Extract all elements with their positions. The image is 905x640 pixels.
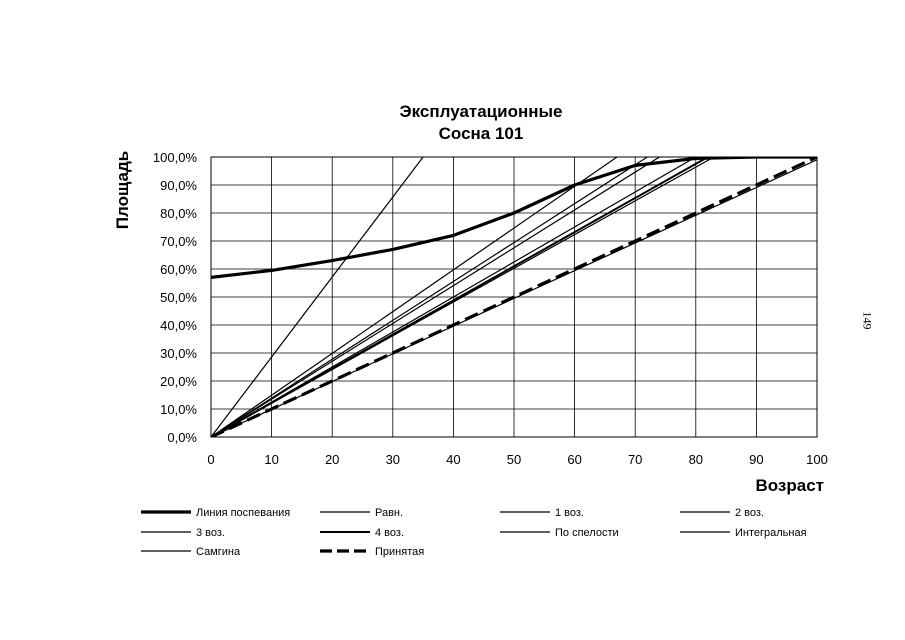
y-tick-label: 80,0% <box>160 206 197 221</box>
legend-label: Принятая <box>375 546 424 558</box>
x-tick-label: 0 <box>207 452 214 467</box>
tick-labels: 0 10 20 30 40 50 60 70 80 90 100 0,0% 10,0% 20,0% 30,0… <box>153 150 828 467</box>
y-tick-label: 70,0% <box>160 234 197 249</box>
series-line <box>211 157 424 437</box>
legend-item: 4 воз. <box>320 527 404 539</box>
x-tick-label: 30 <box>386 452 400 467</box>
x-tick-label: 60 <box>567 452 581 467</box>
x-tick-label: 90 <box>749 452 763 467</box>
y-tick-label: 90,0% <box>160 178 197 193</box>
x-tick-label: 50 <box>507 452 521 467</box>
legend-item: По спелости <box>500 527 619 539</box>
legend-label: По спелости <box>555 527 619 539</box>
y-tick-label: 50,0% <box>160 290 197 305</box>
y-tick-label: 100,0% <box>153 150 198 165</box>
y-tick-label: 30,0% <box>160 346 197 361</box>
x-tick-label: 40 <box>446 452 460 467</box>
legend-label: Линия поспевания <box>196 507 290 519</box>
legend-item: Равн. <box>320 507 403 519</box>
y-tick-label: 20,0% <box>160 374 197 389</box>
legend-item: Самгина <box>141 546 241 558</box>
y-tick-label: 60,0% <box>160 262 197 277</box>
legend-item: Линия поспевания <box>141 507 290 519</box>
page-number: 149 <box>860 311 875 330</box>
series-line <box>211 157 715 437</box>
x-tick-label: 100 <box>806 452 828 467</box>
chart-title: Эксплуатационные <box>400 102 563 121</box>
plot-frame <box>210 156 818 438</box>
legend-label: 4 воз. <box>375 527 404 539</box>
legend-label: 2 воз. <box>735 507 764 519</box>
chart-subtitle: Сосна 101 <box>439 124 524 143</box>
x-tick-label: 20 <box>325 452 339 467</box>
legend-item: Интегральная <box>680 527 807 539</box>
series-line <box>211 157 660 437</box>
y-axis-title: Площадь <box>113 151 132 229</box>
legend-item: Принятая <box>320 546 424 558</box>
legend-label: Самгина <box>196 546 241 558</box>
x-axis-title: Возраст <box>755 476 824 495</box>
legend-label: 1 воз. <box>555 507 584 519</box>
legend-item: 1 воз. <box>500 507 584 519</box>
legend-item: 3 воз. <box>141 527 225 539</box>
series-line <box>211 157 618 437</box>
legend-label: 3 воз. <box>196 527 225 539</box>
legend-item: 2 воз. <box>680 507 764 519</box>
series-layer <box>211 157 817 437</box>
y-tick-label: 10,0% <box>160 402 197 417</box>
legend: Линия поспевания Равн. 1 воз. 2 воз. 3 воз. 4… <box>141 507 807 558</box>
chart-title-group: Эксплуатационные Сосна 101 <box>400 102 563 143</box>
legend-label: Равн. <box>375 507 403 519</box>
x-tick-label: 70 <box>628 452 642 467</box>
series-line <box>211 157 697 437</box>
y-tick-label: 40,0% <box>160 318 197 333</box>
y-tick-label: 0,0% <box>167 430 197 445</box>
series-line <box>211 157 817 279</box>
x-tick-label: 80 <box>689 452 703 467</box>
x-tick-label: 10 <box>264 452 278 467</box>
series-line <box>211 157 817 437</box>
legend-label: Интегральная <box>735 527 807 539</box>
series-line <box>211 157 648 437</box>
